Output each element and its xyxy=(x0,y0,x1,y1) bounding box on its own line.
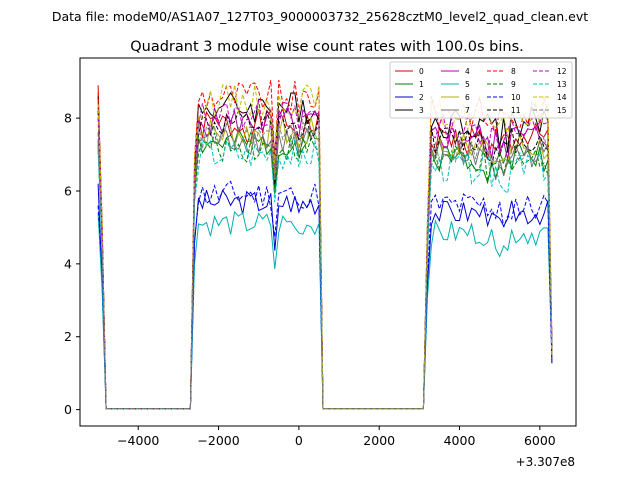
y-tick-label: 0 xyxy=(64,402,72,417)
series-line-15 xyxy=(97,120,553,410)
series-line-6 xyxy=(97,116,553,410)
series-line-14 xyxy=(97,84,553,410)
legend-box xyxy=(389,61,573,119)
legend-label-8: 8 xyxy=(511,67,516,76)
legend-label-11: 11 xyxy=(511,106,521,115)
suptitle: Data file: modeM0/AS1A07_127T03_90000037… xyxy=(52,9,588,24)
y-tick-label: 4 xyxy=(64,256,72,271)
series-line-11 xyxy=(97,109,553,410)
chart-title: Quadrant 3 module wise count rates with … xyxy=(130,39,524,55)
x-offset-label: +3.307e8 xyxy=(516,455,575,469)
x-tick-label: 4000 xyxy=(444,433,476,448)
legend-label-14: 14 xyxy=(557,93,567,102)
y-tick-label: 6 xyxy=(64,183,72,198)
legend-label-5: 5 xyxy=(465,80,470,89)
legend-label-6: 6 xyxy=(465,93,470,102)
legend-label-4: 4 xyxy=(465,67,470,76)
series-line-12 xyxy=(97,98,553,410)
legend-label-9: 9 xyxy=(511,80,516,89)
x-tick-label: 0 xyxy=(295,433,303,448)
legend-label-2: 2 xyxy=(419,93,424,102)
y-axis: 0 2 4 6 8 xyxy=(64,111,80,417)
x-tick-label: 2000 xyxy=(363,433,395,448)
legend-label-0: 0 xyxy=(419,67,424,76)
legend-label-13: 13 xyxy=(557,80,567,89)
series-line-10 xyxy=(97,180,553,410)
x-tick-label: −4000 xyxy=(117,433,159,448)
series-line-13 xyxy=(97,138,553,410)
legend-label-15: 15 xyxy=(557,106,567,115)
axes-frame xyxy=(79,57,577,427)
legend-label-10: 10 xyxy=(511,93,521,102)
legend-label-7: 7 xyxy=(465,106,470,115)
x-tick-label: −2000 xyxy=(197,433,239,448)
legend-label-1: 1 xyxy=(419,80,424,89)
x-tick-label: 6000 xyxy=(524,433,556,448)
legend-label-12: 12 xyxy=(557,67,567,76)
series-line-5 xyxy=(97,210,553,410)
x-axis: −4000 −2000 0 2000 4000 6000 xyxy=(117,426,556,448)
series-lines xyxy=(97,80,553,410)
y-tick-label: 8 xyxy=(64,111,72,126)
legend-label-3: 3 xyxy=(419,106,424,115)
y-tick-label: 2 xyxy=(64,329,72,344)
